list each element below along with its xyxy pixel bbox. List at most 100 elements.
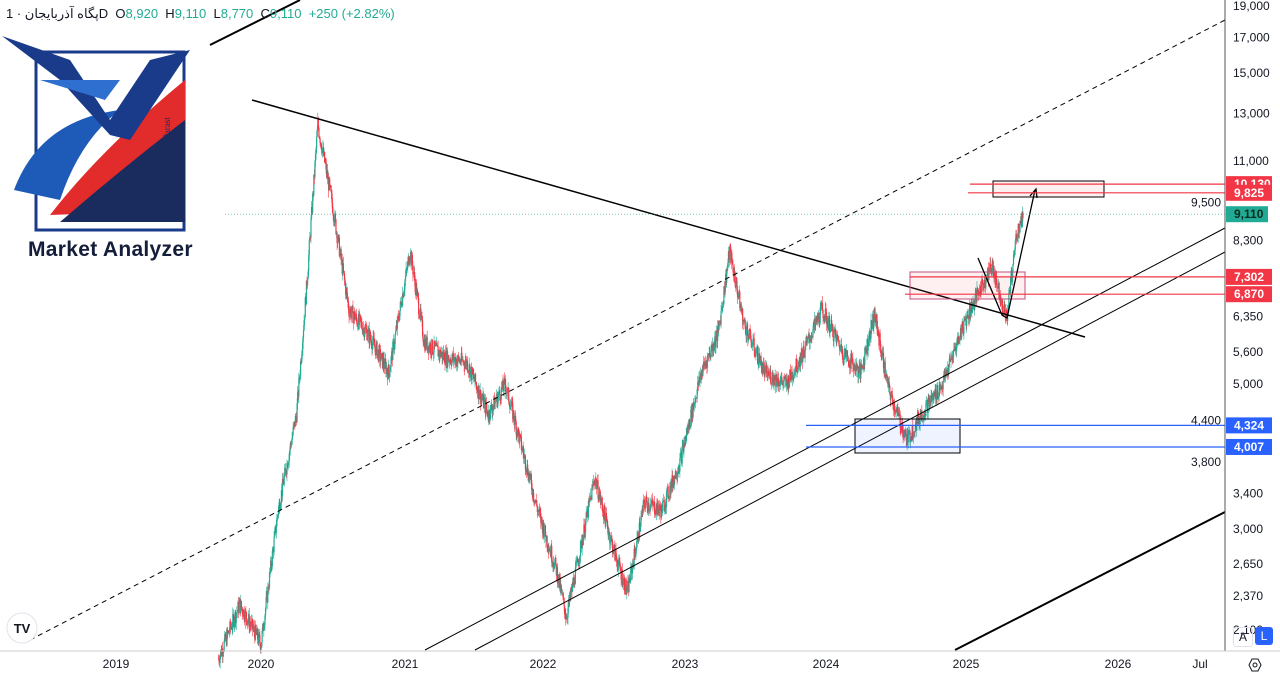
candle-body [318, 136, 321, 139]
candle-body [828, 315, 830, 333]
candle-body [334, 213, 337, 220]
dashed-channel-line[interactable] [29, 19, 1226, 641]
candle-body [663, 500, 665, 511]
candle-body [245, 610, 247, 613]
candle-body [453, 359, 456, 362]
candle-body [985, 275, 987, 284]
price-axis[interactable]: 19,000 17,000 15,000 13,000 11,000 9,500 8,300… [1191, 0, 1270, 637]
candle-body [235, 614, 237, 624]
candle-body [247, 620, 249, 623]
candle-body [655, 513, 657, 515]
candle-body [361, 321, 363, 329]
candle-body [644, 502, 647, 508]
breakout-zone-box[interactable] [909, 271, 1026, 300]
candle-body [823, 318, 825, 322]
candle-body [354, 311, 356, 321]
candle-body [991, 260, 993, 274]
candle-body [927, 397, 929, 414]
candle-body [923, 414, 925, 416]
candle-body [909, 440, 912, 443]
candle-body [729, 247, 731, 260]
candle-body [661, 502, 664, 513]
candle-body [306, 278, 309, 286]
support-zone-box[interactable] [854, 418, 961, 454]
candle-body [735, 277, 737, 288]
candle-body [685, 435, 687, 441]
candle-body [325, 163, 327, 174]
candle-body [502, 380, 504, 390]
candle-body [366, 336, 369, 341]
auto-scale-button[interactable]: A [1233, 627, 1253, 647]
candle-body [914, 431, 916, 433]
candle-body [912, 425, 914, 439]
candle-body [936, 384, 939, 399]
candle-body [336, 232, 338, 244]
candle-body [592, 481, 595, 486]
candle-body [1001, 299, 1004, 313]
candle-body [654, 501, 656, 514]
time-axis[interactable]: 2019 2020 2021 2022 2023 2024 2025 2026 Jul [103, 657, 1208, 671]
candle-body [279, 507, 281, 511]
projection-path[interactable] [977, 189, 1036, 320]
candle-body [917, 412, 920, 424]
candle-body [481, 397, 483, 399]
tradingview-logo-icon[interactable]: TV [6, 612, 38, 644]
candle-body [1019, 220, 1021, 233]
candle-body [408, 262, 411, 265]
settings-icon[interactable] [1248, 658, 1262, 672]
candle-body [1000, 300, 1002, 304]
ascending-channel-line-3[interactable] [954, 511, 1226, 651]
trend-line-top[interactable] [209, 0, 301, 46]
candle-body [766, 375, 768, 378]
price-tick-label: 5,600 [1233, 345, 1263, 359]
candle-body [346, 288, 348, 293]
price-tag-resistance [1226, 268, 1272, 285]
candle-body [520, 434, 522, 437]
candle-body [298, 377, 300, 397]
candle-body [890, 395, 892, 400]
candle-body [783, 377, 785, 382]
candle-body [628, 578, 630, 593]
descending-trend-line[interactable] [251, 99, 1086, 338]
candle-body [717, 326, 719, 342]
candle-body [845, 354, 847, 358]
candle-body [768, 372, 771, 378]
candle-body [683, 443, 685, 452]
candle-body [836, 334, 839, 337]
candle-body [626, 591, 628, 593]
candle-body [420, 308, 422, 317]
candle-body [352, 315, 355, 324]
log-scale-button[interactable]: L [1255, 627, 1273, 645]
candle-body [868, 336, 870, 347]
candle-body [587, 500, 590, 518]
candle-body [402, 293, 404, 306]
interval[interactable]: 1D [6, 6, 109, 21]
candle-body [703, 362, 705, 364]
candle-body [585, 512, 587, 521]
candle-body [702, 369, 704, 376]
candle-body [884, 361, 886, 377]
candle-body [248, 614, 250, 629]
candle-body [468, 371, 470, 372]
price-tick-label: 6,350 [1233, 309, 1263, 323]
target-zone-box[interactable] [992, 180, 1105, 198]
ascending-channel-line-1[interactable] [424, 227, 1226, 651]
candle-body [260, 642, 263, 649]
candle-body [760, 356, 762, 361]
symbol-name[interactable]: پگاه آذربایجان [24, 6, 99, 21]
candle-body [750, 339, 752, 347]
candle-body [992, 260, 994, 266]
candle-body [860, 364, 862, 379]
candle-body [970, 311, 972, 317]
candle-body [619, 561, 621, 569]
candle-body [314, 153, 317, 162]
candle-body [280, 503, 282, 508]
candle-body [451, 358, 453, 366]
candle-body [1012, 264, 1014, 272]
candle-body [240, 600, 242, 608]
candle-body [284, 468, 286, 477]
candle-body [715, 335, 717, 347]
candle-body [993, 271, 996, 277]
ascending-channel-line-2[interactable] [474, 251, 1226, 651]
